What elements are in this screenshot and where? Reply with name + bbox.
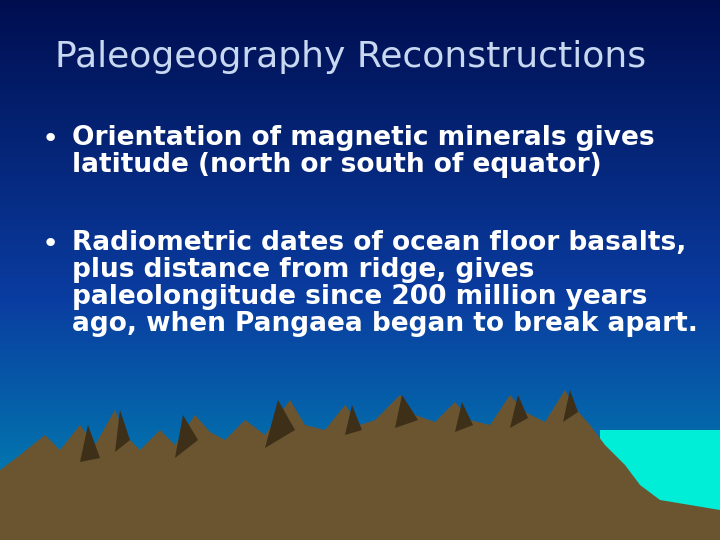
Polygon shape [0, 390, 720, 540]
Polygon shape [345, 405, 362, 435]
Text: Orientation of magnetic minerals gives: Orientation of magnetic minerals gives [72, 125, 654, 151]
Polygon shape [455, 402, 473, 432]
Polygon shape [395, 395, 418, 428]
Polygon shape [265, 400, 295, 448]
Polygon shape [80, 425, 100, 462]
Polygon shape [510, 395, 528, 428]
Polygon shape [175, 415, 198, 458]
Text: ago, when Pangaea began to break apart.: ago, when Pangaea began to break apart. [72, 311, 698, 337]
Text: Paleogeography Reconstructions: Paleogeography Reconstructions [55, 40, 646, 74]
Text: •: • [42, 125, 59, 153]
Polygon shape [115, 410, 130, 452]
Text: Radiometric dates of ocean floor basalts,: Radiometric dates of ocean floor basalts… [72, 230, 686, 256]
Polygon shape [563, 390, 578, 422]
Text: plus distance from ridge, gives: plus distance from ridge, gives [72, 257, 534, 283]
Text: •: • [42, 230, 59, 258]
Text: paleolongitude since 200 million years: paleolongitude since 200 million years [72, 284, 647, 310]
Bar [600, 430, 720, 540]
Text: latitude (north or south of equator): latitude (north or south of equator) [72, 152, 602, 178]
